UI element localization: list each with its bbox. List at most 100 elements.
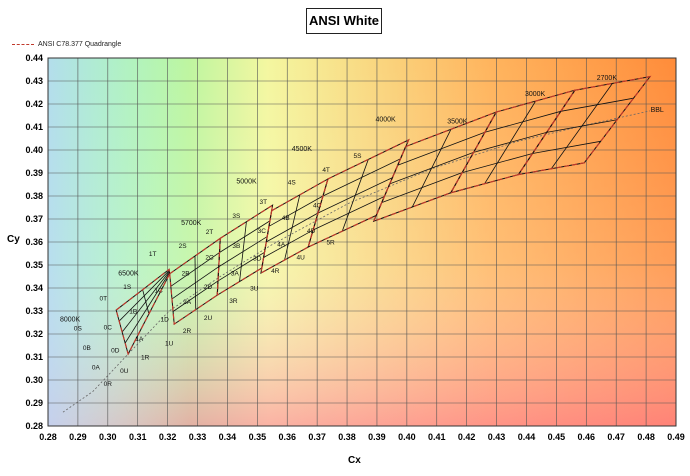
quadrangle-ansi-boundary bbox=[216, 203, 274, 297]
cct-label: 3500K bbox=[447, 119, 468, 126]
y-tick-label: 0.38 bbox=[25, 191, 43, 201]
cct-label: 5700K bbox=[181, 220, 202, 227]
y-tick-label: 0.34 bbox=[25, 283, 43, 293]
quadrangle-ansi-boundary bbox=[449, 89, 577, 194]
bin-label: 2B bbox=[182, 270, 190, 277]
legend-label: ANSI C78.377 Quadrangle bbox=[38, 41, 122, 48]
bin-line bbox=[194, 256, 197, 310]
quadrangle-ansi-boundary bbox=[260, 177, 329, 275]
quadrangle-ansi-boundary bbox=[115, 268, 171, 356]
chart-title: ANSI White bbox=[306, 8, 382, 34]
y-tick-label: 0.42 bbox=[25, 99, 43, 109]
y-tick-label: 0.43 bbox=[25, 76, 43, 86]
cct-label: 6500K bbox=[118, 270, 139, 277]
bin-label: 2A bbox=[183, 299, 192, 306]
bin-line bbox=[341, 159, 369, 232]
bin-label: 1U bbox=[165, 341, 174, 348]
bin-label: 4A bbox=[277, 242, 286, 249]
bin-label: 4R bbox=[271, 268, 280, 275]
y-tick-label: 0.31 bbox=[25, 352, 43, 362]
plot-border bbox=[47, 57, 677, 427]
cct-label: 4000K bbox=[375, 116, 396, 123]
x-tick-label: 0.46 bbox=[578, 432, 596, 442]
cct-label: 4500K bbox=[292, 146, 313, 153]
x-tick-label: 0.36 bbox=[278, 432, 296, 442]
bin-label: 4D bbox=[307, 228, 316, 235]
bin-label: 1C bbox=[154, 288, 163, 295]
bin-label: 3A bbox=[231, 270, 240, 277]
x-tick-label: 0.34 bbox=[219, 432, 237, 442]
bin-line bbox=[142, 289, 150, 314]
x-tick-label: 0.42 bbox=[458, 432, 476, 442]
y-tick-label: 0.36 bbox=[25, 237, 43, 247]
y-tick-label: 0.33 bbox=[25, 306, 43, 316]
bin-label: 2R bbox=[183, 328, 192, 335]
bin-label: 0U bbox=[120, 368, 129, 375]
bin-line bbox=[284, 194, 301, 261]
bin-label: 3R bbox=[229, 298, 238, 305]
bin-label: 0A bbox=[92, 365, 101, 372]
legend: ANSI C78.377 Quadrangle bbox=[12, 41, 121, 48]
bin-label: 1R bbox=[141, 354, 150, 361]
quadrangle-ansi-boundary bbox=[517, 75, 652, 176]
x-tick-label: 0.45 bbox=[548, 432, 566, 442]
bin-label: 2T bbox=[206, 229, 214, 236]
x-tick-label: 0.48 bbox=[637, 432, 655, 442]
x-tick-label: 0.38 bbox=[338, 432, 356, 442]
bin-label: 1S bbox=[123, 284, 132, 291]
bin-label: 2U bbox=[204, 315, 213, 322]
x-tick-label: 0.28 bbox=[39, 432, 57, 442]
y-tick-label: 0.35 bbox=[25, 260, 43, 270]
y-tick-label: 0.30 bbox=[25, 375, 43, 385]
bin-label: 3S bbox=[232, 213, 241, 220]
bin-label: 2C bbox=[205, 254, 214, 261]
bin-label: 3D bbox=[253, 255, 262, 262]
cct-label: 8000K bbox=[60, 316, 81, 323]
quadrangle-ansi-boundary bbox=[169, 237, 221, 326]
x-tick-label: 0.31 bbox=[129, 432, 147, 442]
x-tick-label: 0.35 bbox=[249, 432, 267, 442]
bin-label: 0C bbox=[104, 324, 113, 331]
bin-label: 4B bbox=[282, 215, 290, 222]
bin-label: 5S bbox=[354, 153, 363, 160]
y-tick-label: 0.40 bbox=[25, 145, 43, 155]
bin-label: 0R bbox=[104, 381, 113, 388]
bin-label: 1T bbox=[149, 251, 157, 258]
quadrangle-ansi-boundary bbox=[372, 110, 498, 223]
bin-label: 4C bbox=[313, 203, 322, 210]
y-tick-label: 0.37 bbox=[25, 214, 43, 224]
bin-line bbox=[484, 100, 536, 184]
y-tick-label: 0.32 bbox=[25, 329, 43, 339]
legend-swatch bbox=[12, 44, 34, 45]
bin-label: 1B bbox=[129, 308, 137, 315]
bin-label: 4S bbox=[288, 180, 297, 187]
x-tick-label: 0.49 bbox=[667, 432, 685, 442]
bin-label: 0D bbox=[111, 347, 120, 354]
x-tick-label: 0.29 bbox=[69, 432, 87, 442]
bin-label: 0B bbox=[83, 345, 91, 352]
bin-label: 3C bbox=[258, 228, 267, 235]
bin-label: 2D bbox=[204, 284, 213, 291]
bin-label: 0T bbox=[100, 296, 108, 303]
x-tick-label: 0.47 bbox=[607, 432, 625, 442]
x-tick-label: 0.37 bbox=[308, 432, 326, 442]
bin-label: 5R bbox=[326, 239, 335, 246]
x-tick-label: 0.39 bbox=[368, 432, 386, 442]
x-tick-label: 0.32 bbox=[159, 432, 177, 442]
bin-label: 1A bbox=[135, 336, 144, 343]
y-tick-label: 0.44 bbox=[25, 53, 43, 63]
bin-label: 3U bbox=[250, 285, 259, 292]
quadrangle-2700k bbox=[517, 75, 652, 176]
cct-label: 5000K bbox=[236, 178, 257, 185]
x-tick-label: 0.40 bbox=[398, 432, 416, 442]
quadrangle-3500k bbox=[372, 110, 498, 223]
y-axis-title: Cy bbox=[7, 234, 20, 245]
y-tick-label: 0.29 bbox=[25, 398, 43, 408]
bin-line bbox=[239, 221, 247, 282]
bin-label: 3T bbox=[260, 199, 268, 206]
bin-label: 2S bbox=[179, 243, 188, 250]
bin-label: 3B bbox=[232, 243, 240, 250]
y-tick-label: 0.41 bbox=[25, 122, 43, 132]
bin-line bbox=[550, 83, 613, 169]
